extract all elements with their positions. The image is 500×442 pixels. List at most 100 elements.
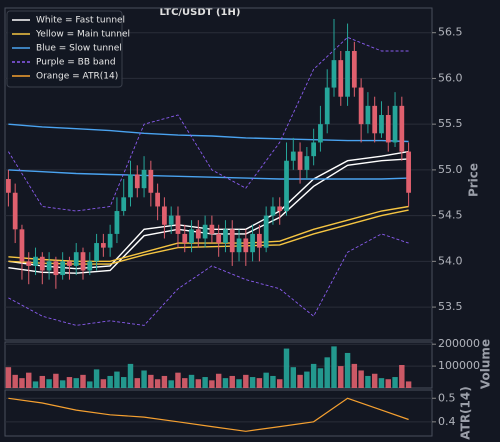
volume-bar (12, 374, 18, 388)
volume-bar (127, 363, 134, 388)
volume-bar (120, 377, 127, 388)
candle-body (189, 229, 194, 244)
candle-body (243, 238, 249, 253)
volume-bar (317, 368, 324, 388)
candle-body (67, 261, 72, 266)
volume-bar (148, 374, 154, 388)
candle-body (236, 238, 242, 253)
indicator-line (8, 123, 409, 143)
y-tick-label: 53.5 (438, 300, 463, 313)
y-tick-label: 0.4 (438, 415, 456, 428)
candle-body (318, 124, 323, 143)
candle-body (195, 229, 201, 239)
y-axis-label: Volume (479, 339, 493, 389)
candle-body (358, 87, 364, 125)
volume-bar (256, 378, 263, 388)
volume-bar (243, 374, 249, 388)
candle-body (331, 60, 337, 88)
volume-bar (161, 375, 168, 388)
candle-body (107, 233, 113, 248)
volume-bar (5, 367, 12, 388)
candle-body (100, 243, 106, 248)
legend-label: Orange = ATR(14) (36, 72, 118, 82)
volume-bar (39, 375, 46, 388)
candle-body (114, 211, 120, 234)
candle-body (175, 215, 181, 234)
candle-body (284, 160, 289, 212)
panel-frame (4, 389, 433, 437)
volume-bar (358, 370, 364, 388)
volume-bar (195, 379, 202, 388)
indicator-line (8, 209, 409, 265)
candle-body (365, 105, 371, 125)
candle-body (46, 261, 52, 271)
legend-label: Purple = BB band (36, 58, 116, 68)
legend-label: White = Fast tunnel (36, 16, 125, 26)
volume-bar (80, 374, 86, 388)
candle-body (168, 215, 174, 225)
volume-bar (338, 366, 344, 388)
volume-bar (87, 381, 93, 388)
candle-body (128, 174, 133, 198)
volume-bar (304, 371, 310, 388)
candle-body (12, 192, 18, 230)
panel-frame (4, 7, 433, 341)
candle-body (202, 224, 208, 239)
volume-bar (236, 379, 242, 388)
volume-bar (114, 371, 120, 388)
volume-bar (215, 373, 222, 388)
candle-body (162, 206, 167, 225)
y-tick-label: 56.0 (438, 71, 463, 84)
volume-bar (405, 381, 412, 388)
volume-bar (371, 373, 378, 388)
volume-bar (229, 375, 235, 388)
candle-body (33, 256, 38, 266)
y-tick-label: 54.5 (438, 209, 463, 222)
candle-body (216, 233, 222, 244)
legend-box (6, 10, 123, 88)
candle-body (141, 169, 147, 189)
candle-body (345, 50, 350, 97)
candle-body (121, 197, 127, 212)
candle-body (338, 60, 344, 97)
candle-body (134, 174, 140, 189)
volume-bar (283, 348, 290, 388)
volume-bar (19, 378, 25, 388)
candle-body (148, 169, 154, 193)
volume-bar (263, 372, 269, 388)
y-tick-label: 56.5 (438, 26, 463, 39)
candle-body (297, 151, 303, 170)
y-axis-label: Price (467, 163, 481, 197)
volume-bar (73, 378, 79, 388)
candle-body (290, 151, 296, 161)
volume-bar (175, 372, 181, 388)
candle-body (263, 215, 269, 248)
candle-body (270, 206, 276, 216)
candle-body (324, 87, 330, 125)
candle-body (87, 261, 93, 271)
legend-label: Blue = Slow tunnel (36, 44, 122, 54)
volume-bar (297, 374, 303, 388)
volume-bar (324, 357, 330, 388)
candle-body (73, 252, 79, 266)
volume-bar (93, 369, 100, 388)
volume-bar (134, 378, 140, 388)
candle-body (372, 105, 378, 134)
volume-bar (188, 374, 195, 388)
candle-body (351, 50, 357, 88)
candle-body (257, 233, 262, 248)
volume-bar (344, 352, 351, 388)
volume-bar (26, 372, 32, 388)
candle-body (19, 229, 25, 262)
volume-bar (46, 379, 52, 388)
volume-bar (351, 363, 358, 388)
atr-line (8, 397, 409, 432)
candle-body (94, 243, 99, 262)
candle-body (304, 156, 310, 170)
candle-body (399, 105, 405, 152)
indicator-line (8, 169, 409, 180)
volume-bar (310, 363, 317, 388)
indicator-line (8, 233, 409, 326)
volume-bar (392, 377, 398, 388)
volume-bar (154, 379, 161, 388)
